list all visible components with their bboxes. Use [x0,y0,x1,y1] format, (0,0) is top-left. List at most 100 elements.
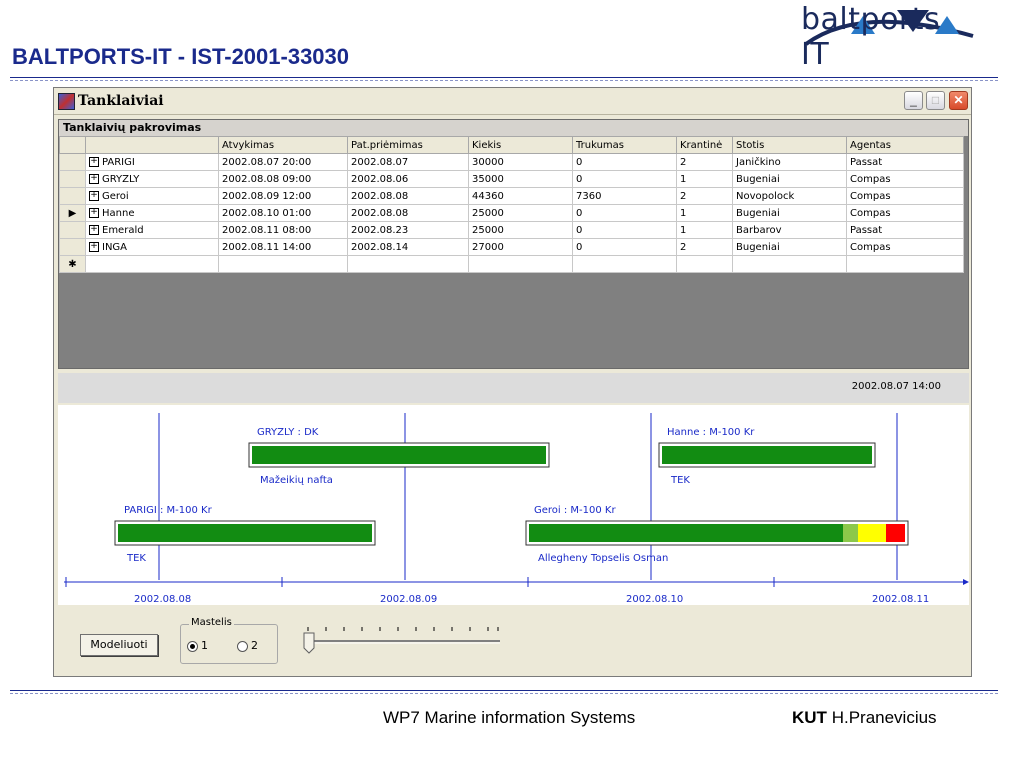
column-header[interactable]: Pat.priėmimas [347,136,469,154]
table-cell-trukumas[interactable]: 0 [572,170,677,188]
table-cell-stotis[interactable]: Bugeniai [732,204,847,222]
table-row[interactable]: ▶ + Hanne 2002.08.10 01:00 2002.08.08 25000 0 1… [59,204,964,222]
table-cell-trukumas[interactable]: 0 [572,153,677,171]
column-header[interactable]: Stotis [732,136,847,154]
row-selector[interactable] [59,153,86,171]
table-cell-priemimas[interactable]: 2002.08.14 [347,238,469,256]
table-cell-agentas[interactable]: Passat [846,221,964,239]
empty-cell[interactable] [846,255,964,273]
modeliuoti-button[interactable]: Modeliuoti [80,634,158,656]
table-row[interactable]: + Emerald 2002.08.11 08:00 2002.08.23 25000 0… [59,221,964,239]
row-selector[interactable] [59,238,86,256]
empty-cell[interactable] [468,255,573,273]
ship-name-cell[interactable]: + INGA [85,238,219,256]
new-row-marker: ✱ [59,255,86,273]
table-cell-priemimas[interactable]: 2002.08.06 [347,170,469,188]
ship-name-cell[interactable]: + Hanne [85,204,219,222]
table-cell-stotis[interactable]: Bugeniai [732,170,847,188]
ship-name-cell[interactable]: + Emerald [85,221,219,239]
window-titlebar[interactable]: Tanklaiviai _ □ ✕ [54,88,971,115]
table-cell-priemimas[interactable]: 2002.08.23 [347,221,469,239]
table-row[interactable]: + GRYZLY 2002.08.08 09:00 2002.08.06 35000 0 1… [59,170,964,188]
table-row[interactable]: + INGA 2002.08.11 14:00 2002.08.14 27000 0 2 Bu… [59,238,964,256]
table-cell-kiekis[interactable]: 27000 [468,238,573,256]
table-cell-krantine[interactable]: 1 [676,170,733,188]
ship-name-cell[interactable]: + GRYZLY [85,170,219,188]
table-cell-kiekis[interactable]: 35000 [468,170,573,188]
table-cell-atvykimas[interactable]: 2002.08.11 08:00 [218,221,348,239]
empty-cell[interactable] [347,255,469,273]
empty-cell[interactable] [85,255,219,273]
table-header-row: Atvykimas Pat.priėmimas Kiekis Trukumas … [59,136,964,154]
table-cell-priemimas[interactable]: 2002.08.08 [347,204,469,222]
table-cell-krantine[interactable]: 2 [676,187,733,205]
empty-cell[interactable] [676,255,733,273]
bar-top-label: GRYZLY : DK [257,427,319,438]
column-header[interactable]: Kiekis [468,136,573,154]
column-header[interactable] [85,136,219,154]
ship-name-cell[interactable]: + Geroi [85,187,219,205]
table-cell-atvykimas[interactable]: 2002.08.09 12:00 [218,187,348,205]
table-row[interactable]: + Geroi 2002.08.09 12:00 2002.08.08 44360 736… [59,187,964,205]
empty-cell[interactable] [732,255,847,273]
row-selector[interactable] [59,221,86,239]
table-cell-stotis[interactable]: Novopolock [732,187,847,205]
row-selector[interactable] [59,187,86,205]
table-cell-trukumas[interactable]: 0 [572,221,677,239]
ship-name: PARIGI [102,156,135,168]
table-cell-priemimas[interactable]: 2002.08.07 [347,153,469,171]
scale-radio-2[interactable]: 2 [237,639,258,652]
expand-icon[interactable]: + [89,155,99,167]
table-cell-kiekis[interactable]: 30000 [468,153,573,171]
expand-icon[interactable]: + [89,240,99,252]
row-selector[interactable]: ▶ [59,204,86,222]
slider-thumb[interactable] [303,632,315,654]
table-cell-agentas[interactable]: Compas [846,170,964,188]
column-header[interactable]: Trukumas [572,136,677,154]
ship-name: Geroi [102,190,129,202]
column-header[interactable]: Krantinė [676,136,733,154]
table-cell-atvykimas[interactable]: 2002.08.11 14:00 [218,238,348,256]
table-cell-priemimas[interactable]: 2002.08.08 [347,187,469,205]
radio-indicator [187,640,198,652]
table-cell-stotis[interactable]: Bugeniai [732,238,847,256]
table-cell-stotis[interactable]: Janičkino [732,153,847,171]
table-cell-stotis[interactable]: Barbarov [732,221,847,239]
table-cell-krantine[interactable]: 2 [676,238,733,256]
slider-ticks [307,627,499,631]
table-cell-atvykimas[interactable]: 2002.08.10 01:00 [218,204,348,222]
table-cell-trukumas[interactable]: 0 [572,204,677,222]
table-cell-trukumas[interactable]: 7360 [572,187,677,205]
minimize-button[interactable]: _ [904,91,923,110]
table-cell-krantine[interactable]: 2 [676,153,733,171]
ship-name-cell[interactable]: + PARIGI [85,153,219,171]
expand-icon[interactable]: + [89,189,99,201]
column-header[interactable]: Atvykimas [218,136,348,154]
close-button[interactable]: ✕ [949,91,968,110]
table-cell-krantine[interactable]: 1 [676,204,733,222]
empty-cell[interactable] [218,255,348,273]
table-row[interactable]: + PARIGI 2002.08.07 20:00 2002.08.07 30000 0 2… [59,153,964,171]
table-cell-kiekis[interactable]: 25000 [468,221,573,239]
table-cell-krantine[interactable]: 1 [676,221,733,239]
table-cell-atvykimas[interactable]: 2002.08.07 20:00 [218,153,348,171]
table-cell-kiekis[interactable]: 44360 [468,187,573,205]
new-row[interactable]: ✱ [59,255,964,273]
scale-radio-1[interactable]: 1 [187,639,208,652]
table-cell-agentas[interactable]: Compas [846,204,964,222]
table-cell-agentas[interactable]: Compas [846,238,964,256]
expand-icon[interactable]: + [89,172,99,184]
table-cell-agentas[interactable]: Compas [846,187,964,205]
empty-cell[interactable] [572,255,677,273]
table-cell-kiekis[interactable]: 25000 [468,204,573,222]
column-header[interactable]: Agentas [846,136,964,154]
row-selector[interactable] [59,170,86,188]
table-cell-agentas[interactable]: Passat [846,153,964,171]
expand-icon[interactable]: + [89,223,99,235]
footer-rule-dashed [10,693,998,694]
maximize-button[interactable]: □ [926,91,945,110]
table-cell-trukumas[interactable]: 0 [572,238,677,256]
table-cell-atvykimas[interactable]: 2002.08.08 09:00 [218,170,348,188]
expand-icon[interactable]: + [89,206,99,218]
zoom-slider[interactable] [302,624,502,664]
